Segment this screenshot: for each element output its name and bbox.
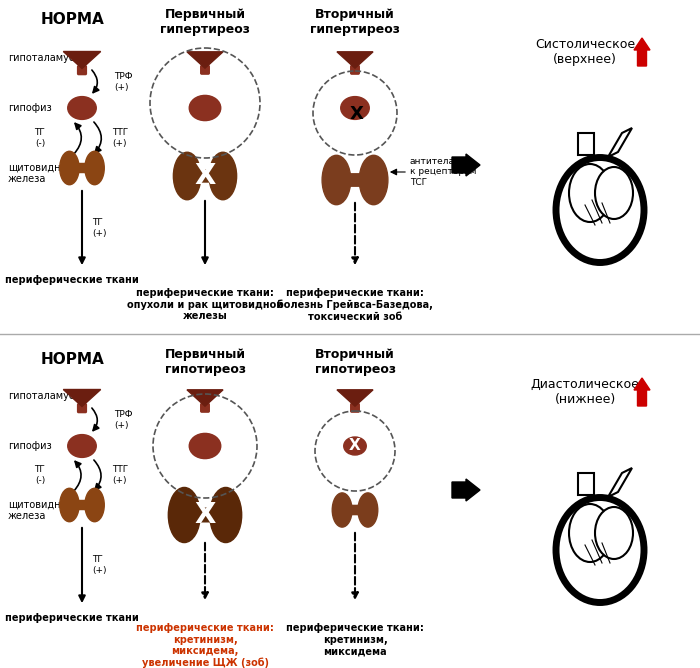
- FancyBboxPatch shape: [76, 164, 88, 172]
- Text: Диастолическое
(нижнее): Диастолическое (нижнее): [531, 378, 639, 406]
- Ellipse shape: [595, 507, 633, 559]
- FancyBboxPatch shape: [78, 403, 86, 413]
- Polygon shape: [578, 133, 594, 155]
- Text: периферические ткани:
опухоли и рак щитовидной
железы: периферические ткани: опухоли и рак щито…: [127, 288, 283, 321]
- Text: Вторичный
гипертиреоз: Вторичный гипертиреоз: [310, 8, 400, 36]
- Text: Первичный
гипертиреоз: Первичный гипертиреоз: [160, 8, 250, 36]
- Ellipse shape: [168, 488, 200, 542]
- FancyBboxPatch shape: [78, 66, 86, 75]
- Polygon shape: [337, 52, 373, 68]
- FancyArrow shape: [634, 378, 650, 406]
- FancyBboxPatch shape: [351, 65, 359, 74]
- Text: ТРФ
(+): ТРФ (+): [114, 72, 132, 92]
- Polygon shape: [578, 473, 594, 495]
- Text: ТГ
(+): ТГ (+): [92, 555, 106, 574]
- Ellipse shape: [85, 151, 104, 185]
- Ellipse shape: [68, 97, 97, 120]
- Polygon shape: [187, 52, 223, 68]
- Text: ТГ
(-): ТГ (-): [34, 128, 46, 148]
- Ellipse shape: [209, 152, 237, 200]
- Ellipse shape: [359, 155, 388, 204]
- FancyBboxPatch shape: [201, 403, 209, 412]
- Text: ТТГ
(+): ТТГ (+): [112, 466, 128, 485]
- Text: Х: Х: [195, 501, 216, 529]
- Text: ТТГ
(+): ТТГ (+): [112, 128, 128, 148]
- Text: периферические ткани: периферические ткани: [5, 613, 139, 623]
- Text: ТГ
(-): ТГ (-): [34, 466, 46, 485]
- Ellipse shape: [189, 96, 220, 121]
- FancyBboxPatch shape: [201, 65, 209, 74]
- Polygon shape: [187, 390, 223, 406]
- FancyBboxPatch shape: [351, 403, 359, 412]
- Ellipse shape: [174, 152, 201, 200]
- Ellipse shape: [322, 155, 351, 204]
- Polygon shape: [63, 389, 101, 407]
- Polygon shape: [608, 128, 632, 157]
- Polygon shape: [608, 468, 632, 497]
- Text: гипоталамус: гипоталамус: [8, 391, 74, 401]
- Text: периферические ткани:
кретинизм,
миксидема: периферические ткани: кретинизм, миксиде…: [286, 623, 424, 656]
- Ellipse shape: [332, 493, 352, 527]
- Text: гипофиз: гипофиз: [8, 441, 52, 451]
- Text: Первичный
гипотиреоз: Первичный гипотиреоз: [164, 348, 246, 376]
- Ellipse shape: [210, 488, 242, 542]
- FancyArrow shape: [634, 38, 650, 66]
- Ellipse shape: [569, 504, 611, 562]
- FancyBboxPatch shape: [349, 506, 360, 514]
- FancyBboxPatch shape: [347, 174, 363, 186]
- Text: периферические ткани:
кретинизм,
миксидема,
увеличение ЩЖ (зоб): периферические ткани: кретинизм, миксиде…: [136, 623, 274, 668]
- FancyBboxPatch shape: [197, 508, 214, 522]
- Text: Х: Х: [195, 162, 216, 190]
- Ellipse shape: [60, 151, 79, 185]
- FancyArrow shape: [452, 479, 480, 501]
- Text: гипофиз: гипофиз: [8, 103, 52, 113]
- Text: гипоталамус: гипоталамус: [8, 53, 74, 63]
- Text: ТГ
(+): ТГ (+): [92, 218, 106, 238]
- FancyBboxPatch shape: [197, 170, 212, 182]
- Ellipse shape: [595, 167, 633, 219]
- Text: периферические ткани:
болезнь Грейвса-Базедова,
токсический зоб: периферические ткани: болезнь Грейвса-Ба…: [277, 288, 433, 322]
- Text: Вторичный
гипотиреоз: Вторичный гипотиреоз: [314, 348, 396, 376]
- Text: щитовидная
железа: щитовидная железа: [8, 499, 72, 521]
- Ellipse shape: [341, 97, 370, 120]
- Ellipse shape: [344, 437, 366, 455]
- Ellipse shape: [358, 493, 378, 527]
- Text: ТРФ
(+): ТРФ (+): [114, 410, 132, 430]
- Text: щитовидная
железа: щитовидная железа: [8, 162, 72, 184]
- Text: периферические ткани: периферические ткани: [5, 275, 139, 285]
- FancyBboxPatch shape: [76, 500, 88, 510]
- Ellipse shape: [68, 435, 97, 458]
- Ellipse shape: [85, 488, 104, 522]
- Polygon shape: [63, 51, 101, 69]
- FancyArrow shape: [452, 154, 480, 176]
- Ellipse shape: [569, 164, 611, 222]
- Ellipse shape: [60, 488, 79, 522]
- Text: Х: Х: [349, 438, 361, 454]
- Ellipse shape: [189, 434, 220, 459]
- Text: Систолическое
(верхнее): Систолическое (верхнее): [535, 38, 635, 66]
- Polygon shape: [337, 390, 373, 406]
- Text: НОРМА: НОРМА: [40, 352, 104, 367]
- Text: Х: Х: [350, 105, 364, 123]
- Text: НОРМА: НОРМА: [40, 12, 104, 27]
- Text: антитела
к рецепторам
ТСГ: антитела к рецепторам ТСГ: [410, 157, 477, 187]
